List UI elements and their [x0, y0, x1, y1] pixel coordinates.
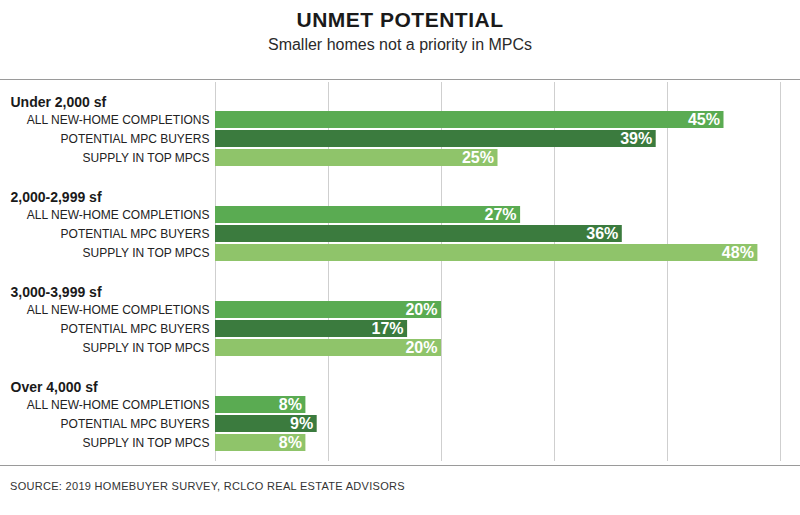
svg-text:45%: 45% [688, 111, 720, 128]
svg-text:SUPPLY IN TOP MPCS: SUPPLY IN TOP MPCS [83, 436, 210, 450]
svg-text:ALL NEW-HOME COMPLETIONS: ALL NEW-HOME COMPLETIONS [27, 303, 210, 317]
svg-text:SUPPLY IN TOP MPCS: SUPPLY IN TOP MPCS [83, 341, 210, 355]
svg-text:ALL NEW-HOME COMPLETIONS: ALL NEW-HOME COMPLETIONS [27, 113, 210, 127]
svg-text:POTENTIAL MPC BUYERS: POTENTIAL MPC BUYERS [61, 227, 210, 241]
svg-text:20%: 20% [405, 339, 437, 356]
svg-text:ALL NEW-HOME COMPLETIONS: ALL NEW-HOME COMPLETIONS [27, 208, 210, 222]
svg-text:POTENTIAL MPC BUYERS: POTENTIAL MPC BUYERS [61, 322, 210, 336]
svg-text:Under 2,000 sf: Under 2,000 sf [11, 94, 107, 110]
svg-text:POTENTIAL MPC BUYERS: POTENTIAL MPC BUYERS [61, 417, 210, 431]
svg-text:20%: 20% [405, 301, 437, 318]
svg-text:36%: 36% [586, 225, 618, 242]
svg-text:SUPPLY IN TOP MPCS: SUPPLY IN TOP MPCS [83, 246, 210, 260]
svg-text:POTENTIAL MPC BUYERS: POTENTIAL MPC BUYERS [61, 132, 210, 146]
html-text:Smaller homes not a priority i: Smaller homes not a priority in MPCs [268, 36, 532, 53]
svg-text:27%: 27% [485, 206, 517, 223]
svg-text:9%: 9% [290, 415, 313, 432]
svg-text:SUPPLY IN TOP MPCS: SUPPLY IN TOP MPCS [83, 151, 210, 165]
svg-text:8%: 8% [279, 434, 302, 451]
html-text:UNMET POTENTIAL: UNMET POTENTIAL [296, 8, 504, 31]
svg-text:Over 4,000 sf: Over 4,000 sf [11, 379, 99, 395]
svg-text:39%: 39% [620, 130, 652, 147]
svg-text:3,000-3,999 sf: 3,000-3,999 sf [11, 284, 102, 300]
svg-text:48%: 48% [722, 244, 754, 261]
svg-text:8%: 8% [279, 396, 302, 413]
svg-text:17%: 17% [372, 320, 404, 337]
svg-text:2,000-2,999 sf: 2,000-2,999 sf [11, 189, 102, 205]
svg-text:25%: 25% [462, 149, 494, 166]
svg-text:ALL NEW-HOME COMPLETIONS: ALL NEW-HOME COMPLETIONS [27, 398, 210, 412]
html-text:SOURCE: 2019 HOMEBUYER SURVEY,: SOURCE: 2019 HOMEBUYER SURVEY, RCLCO REA… [10, 480, 405, 492]
